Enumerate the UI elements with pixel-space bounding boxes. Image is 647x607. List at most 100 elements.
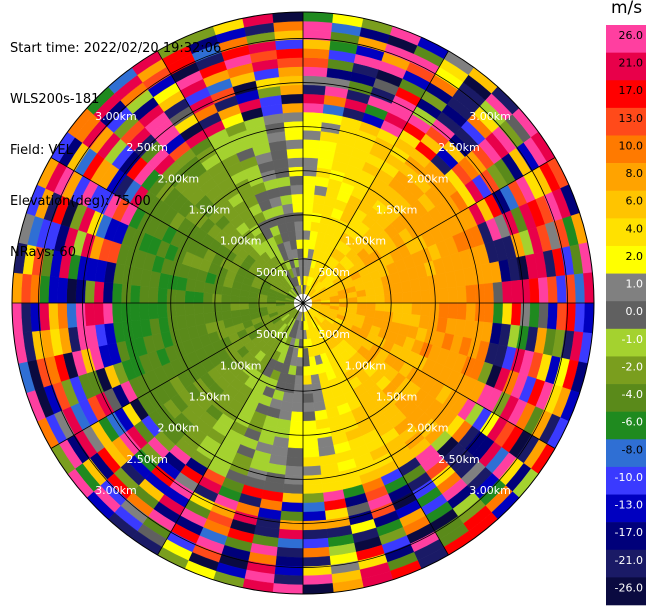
range-gate — [278, 66, 304, 78]
range-gate — [277, 537, 304, 549]
range-gate — [357, 296, 367, 304]
range-gate — [184, 290, 195, 304]
range-gate — [302, 528, 328, 540]
range-gate — [302, 157, 319, 168]
range-gate — [456, 285, 467, 304]
range-gate — [286, 148, 304, 159]
colorbar-tick-label: 0.0 — [626, 305, 644, 318]
range-ring-label: 500m — [256, 266, 288, 279]
range-gate — [302, 438, 319, 449]
range-gate — [302, 175, 317, 186]
range-gate — [483, 302, 495, 324]
range-gate — [519, 279, 531, 304]
range-ring-label: 500m — [256, 328, 288, 341]
colorbar-bin — [606, 411, 646, 440]
range-gate — [289, 175, 304, 186]
range-gate — [291, 193, 304, 204]
colorbar-tick-label: 21.0 — [619, 57, 644, 70]
colorbar-tick-label: 8.0 — [626, 167, 644, 180]
colorbar-tick-label: 2.0 — [626, 250, 644, 263]
range-gate — [290, 411, 304, 422]
colorbar-tick-label: 17.0 — [619, 84, 644, 97]
range-gate — [302, 474, 323, 486]
colorbar-tick-label: 10.0 — [619, 139, 644, 152]
range-gate — [302, 211, 313, 222]
range-gate — [302, 120, 323, 132]
range-gate — [465, 284, 476, 304]
range-gate — [302, 411, 316, 422]
range-gate — [384, 302, 395, 313]
range-ring-label: 2.00km — [407, 422, 449, 435]
range-gate — [297, 248, 304, 258]
range-gate — [302, 139, 321, 150]
range-gate — [220, 294, 231, 304]
range-gate — [302, 483, 324, 495]
range-gate — [120, 283, 132, 304]
range-gate — [302, 148, 320, 159]
range-gate — [302, 184, 316, 195]
range-gate — [292, 393, 304, 404]
range-ring-label: 2.00km — [158, 172, 200, 185]
range-gate — [474, 302, 486, 323]
colorbar-tick-label: -8.0 — [622, 443, 643, 456]
colorbar-bin — [606, 356, 646, 385]
range-gate — [492, 281, 504, 304]
range-ring-label: 500m — [318, 266, 350, 279]
range-gate — [130, 302, 141, 322]
range-gate — [286, 447, 304, 458]
colorbar-tick-label: 13.0 — [619, 112, 644, 125]
range-gate — [230, 302, 240, 311]
colorbar-bin — [606, 328, 646, 357]
range-gate — [130, 284, 141, 304]
range-gate — [279, 84, 304, 96]
range-gate — [375, 302, 386, 312]
range-gate — [278, 528, 304, 540]
range-gate — [302, 546, 330, 558]
range-gate — [285, 221, 296, 233]
range-gate — [382, 283, 394, 295]
range-ring-label: 2.00km — [158, 422, 200, 435]
range-gate — [283, 120, 304, 132]
range-gate — [57, 277, 69, 304]
range-gate — [302, 556, 331, 567]
nrays-label: NRays: 60 — [10, 245, 76, 260]
range-gate — [276, 546, 304, 558]
range-gate — [239, 302, 249, 310]
range-ring-label: 1.00km — [345, 235, 387, 248]
range-gate — [302, 519, 327, 531]
range-gate — [384, 293, 395, 304]
range-gate — [75, 302, 87, 327]
range-gate — [546, 302, 558, 330]
range-gate — [366, 302, 376, 311]
range-gate — [528, 278, 540, 304]
range-gate — [465, 302, 476, 322]
range-gate — [302, 501, 326, 513]
colorbar-bin — [606, 163, 646, 192]
range-gate — [275, 556, 304, 567]
range-gate — [111, 302, 123, 324]
range-gate — [302, 57, 329, 69]
range-gate — [292, 202, 304, 213]
range-gate — [102, 281, 114, 304]
range-gate — [139, 285, 150, 304]
range-gate — [519, 302, 531, 327]
range-gate — [510, 302, 522, 327]
range-gate — [276, 48, 304, 60]
colorbar-bin — [606, 577, 646, 606]
range-gate — [273, 20, 304, 32]
range-gate — [203, 312, 215, 325]
range-gate — [287, 438, 304, 449]
range-gate — [293, 384, 304, 395]
range-gate — [528, 302, 540, 328]
range-gate — [75, 279, 87, 304]
range-gate — [302, 357, 310, 367]
range-gate — [456, 302, 467, 321]
range-gate — [295, 230, 304, 240]
range-ring-label: 2.50km — [438, 141, 480, 154]
range-gate — [411, 302, 422, 316]
range-gate — [296, 239, 304, 249]
range-gate — [311, 382, 323, 394]
range-gate — [574, 273, 586, 304]
range-gate — [282, 111, 304, 123]
range-gate — [282, 483, 304, 495]
